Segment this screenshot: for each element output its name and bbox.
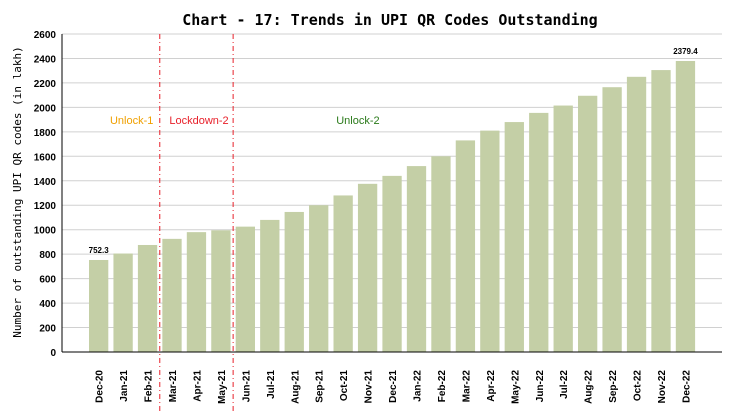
x-tick-label: Apr-22	[486, 370, 497, 402]
y-tick-labels: 0 200 400 600 800 1000 1200 1400 1600 1800 2000 220…	[34, 30, 57, 359]
bar-Feb-21	[137, 244, 158, 352]
x-tick-label: May-21	[217, 370, 228, 404]
phase-label: Lockdown-2	[169, 115, 228, 127]
x-tick-label: Jan-21	[119, 370, 130, 402]
x-tick-label: Jul-22	[559, 370, 570, 399]
x-tick-label: Dec-21	[388, 370, 399, 403]
data-label: 2379.4	[673, 47, 698, 56]
y-tick-label: 0	[50, 348, 56, 359]
bar-Jun-21	[235, 226, 255, 352]
y-tick-label: 600	[39, 275, 56, 286]
bar-Nov-21	[357, 183, 378, 352]
y-tick-label: 1800	[34, 128, 57, 139]
data-label: 752.3	[89, 246, 110, 255]
bar-Dec-22	[675, 60, 696, 352]
bar-Nov-22	[651, 70, 671, 352]
phase-markers: Unlock-1 Lockdown-2 Unlock-2	[110, 34, 380, 412]
x-tick-label: Feb-21	[144, 370, 155, 403]
x-tick-label: Jun-22	[535, 370, 546, 403]
bar-Sep-22	[602, 87, 622, 352]
data-labels: 752.3 2379.4	[89, 47, 699, 255]
bar-Aug-22	[578, 95, 598, 352]
bar-Jan-22	[406, 166, 427, 352]
x-tick-label: Sep-21	[315, 370, 326, 403]
y-tick-label: 1400	[34, 177, 57, 188]
y-tick-label: 2200	[34, 79, 57, 90]
y-tick-label: 1600	[34, 152, 57, 163]
bar-Apr-22	[480, 130, 500, 352]
y-tick-label: 1200	[34, 201, 57, 212]
y-tick-label: 2400	[34, 54, 57, 65]
bars	[89, 60, 696, 353]
bar-Jul-22	[553, 105, 573, 352]
y-axis-label: Number of outstanding UPI QR codes (in l…	[11, 46, 24, 337]
x-tick-label: Jan-22	[413, 370, 424, 402]
x-tick-label: Mar-21	[168, 370, 179, 403]
bar-Mar-21	[162, 238, 182, 352]
y-tick-label: 2600	[34, 30, 57, 41]
x-tick-label: Sep-22	[608, 370, 619, 403]
x-tick-label: Dec-20	[95, 370, 106, 403]
x-tick-label: Feb-22	[437, 370, 448, 403]
y-tick-label: 2000	[34, 103, 57, 114]
x-tick-label: Jul-21	[266, 370, 277, 399]
bar-Mar-22	[455, 140, 476, 352]
x-tick-label: Nov-21	[364, 370, 375, 404]
y-tick-label: 400	[39, 299, 56, 310]
x-tick-label: Aug-21	[290, 370, 301, 404]
phase-label: Unlock-1	[110, 115, 153, 127]
bar-Jul-21	[260, 219, 280, 352]
x-tick-label: Oct-21	[339, 370, 350, 402]
bar-Dec-21	[382, 175, 402, 352]
bar-Dec-20	[89, 259, 109, 352]
bar-Feb-22	[431, 156, 451, 352]
bar-Jan-21	[113, 253, 133, 352]
x-tick-labels: Dec-20 Jan-21 Feb-21 Mar-21 Apr-21 May-21 Jun-…	[95, 370, 693, 404]
bar-Aug-21	[284, 211, 304, 352]
x-tick-label: May-22	[510, 370, 521, 404]
phase-label: Unlock-2	[336, 115, 379, 127]
bar-Sep-21	[309, 205, 329, 352]
x-tick-label: Oct-22	[633, 370, 644, 402]
bar-Oct-21	[333, 195, 353, 352]
axes	[61, 34, 722, 353]
x-tick-label: Apr-21	[192, 370, 203, 402]
bar-May-22	[504, 122, 524, 352]
x-tick-label: Aug-22	[584, 370, 595, 404]
x-tick-label: Jun-21	[241, 370, 252, 403]
bar-Apr-21	[186, 232, 207, 352]
chart-title: Chart - 17: Trends in UPI QR Codes Outst…	[182, 11, 597, 29]
x-tick-label: Mar-22	[461, 370, 472, 403]
bar-Oct-22	[626, 76, 647, 353]
bar-Jun-22	[529, 112, 549, 352]
x-tick-label: Dec-22	[681, 370, 692, 403]
y-tick-label: 1000	[34, 226, 57, 237]
bar-May-21	[211, 230, 231, 352]
y-tick-label: 200	[39, 324, 56, 335]
y-tick-label: 800	[39, 250, 56, 261]
x-tick-label: Nov-22	[657, 370, 668, 404]
